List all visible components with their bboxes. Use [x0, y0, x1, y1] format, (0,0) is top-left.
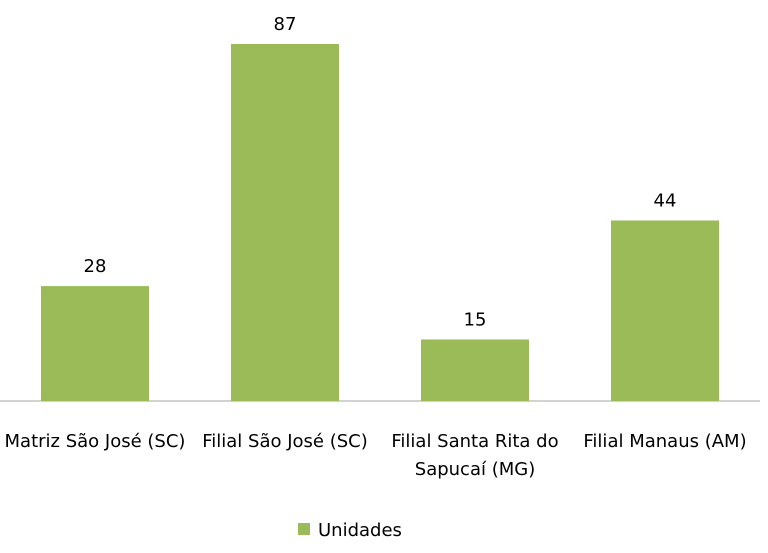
bar	[421, 339, 529, 401]
bar	[611, 220, 719, 401]
x-tick-label: Filial São José (SC)	[202, 431, 368, 452]
legend-swatch	[298, 523, 310, 535]
bar	[41, 286, 149, 401]
bar	[231, 44, 339, 401]
value-label: 15	[464, 309, 487, 330]
x-tick-label: Filial Manaus (AM)	[583, 431, 747, 452]
value-label: 44	[654, 190, 677, 211]
x-tick-label: Filial Santa Rita do Sapucaí (MG)	[391, 431, 559, 480]
x-tick-label: Matriz São José (SC)	[4, 431, 186, 452]
value-label: 87	[274, 14, 297, 35]
value-label: 28	[84, 256, 107, 277]
legend-label: Unidades	[318, 520, 402, 541]
